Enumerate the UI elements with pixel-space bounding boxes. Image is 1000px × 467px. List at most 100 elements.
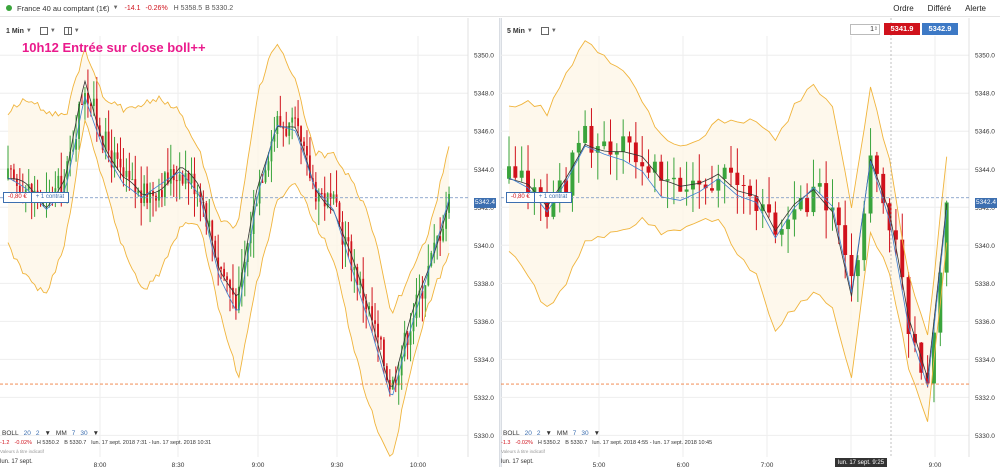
candle xyxy=(665,161,670,209)
candle xyxy=(684,161,689,206)
mm-slow-period: 30 xyxy=(80,430,88,437)
chart-info-row: -1.2 -0.02% H 5350.2 B 5330.7 lun. 17 se… xyxy=(0,440,211,446)
candle xyxy=(836,202,841,245)
date-label: lun. 17 sept. xyxy=(501,459,534,465)
y-tick-label: 5342.0 xyxy=(474,205,494,212)
x-tick-label: 9:00 xyxy=(252,462,265,467)
chevron-down-icon[interactable]: ▼ xyxy=(92,430,100,437)
candle xyxy=(371,287,373,333)
candle xyxy=(716,164,721,208)
candle xyxy=(122,148,125,187)
indicator-legend[interactable]: BOLL 20 2 ▼ MM 7 30 ▼ xyxy=(503,430,600,437)
candle xyxy=(158,178,160,208)
candle xyxy=(754,179,759,231)
candle xyxy=(602,121,607,150)
candle xyxy=(279,95,282,128)
quantity-stepper[interactable]: 1 ⇕ xyxy=(850,24,880,35)
chart-type-icon[interactable] xyxy=(540,27,549,35)
chevron-down-icon[interactable]: ▼ xyxy=(73,28,80,34)
crosshair-time-label: lun. 17 sept. 9:25 xyxy=(835,458,888,467)
chevron-down-icon[interactable]: ▼ xyxy=(112,5,119,11)
candle xyxy=(229,278,231,312)
candle xyxy=(513,146,518,180)
deferred-order-button[interactable]: Différé xyxy=(927,4,952,13)
bollinger-band-fill xyxy=(8,44,449,457)
chevron-down-icon[interactable]: ▼ xyxy=(593,430,601,437)
y-tick-label: 5340.0 xyxy=(975,243,995,250)
chart-panel-1min[interactable]: 5350.0 5348.0 5346.0 5344.0 5342.0 5340.0 5338… xyxy=(0,18,500,467)
chevron-down-icon[interactable]: ▼ xyxy=(550,28,557,34)
boll-label: BOLL xyxy=(2,430,19,437)
y-tick-label: 5350.0 xyxy=(474,53,494,60)
candle xyxy=(353,249,356,293)
chevron-down-icon[interactable]: ▼ xyxy=(25,28,32,34)
chart-toolbar: 5 Min ▼ ▼ xyxy=(507,27,557,35)
candle xyxy=(332,191,335,205)
indicator-legend[interactable]: BOLL 20 2 ▼ MM 7 30 ▼ xyxy=(2,430,99,437)
candle xyxy=(773,201,778,244)
chart-info-row: -1.3 -0.02% H 5350.2 B 5330.7 lun. 17 se… xyxy=(501,440,712,446)
candle xyxy=(652,154,657,193)
candle xyxy=(406,330,409,360)
candle xyxy=(741,174,746,214)
timeframe-selector[interactable]: 5 Min xyxy=(507,27,525,35)
candle xyxy=(906,272,911,358)
chevron-down-icon[interactable]: ▼ xyxy=(44,430,51,437)
sell-button[interactable]: 5341.9 xyxy=(884,23,920,35)
candlestick-chart-1min[interactable]: 5350.0 5348.0 5346.0 5344.0 5342.0 5340.0 5338… xyxy=(0,18,500,467)
candle xyxy=(748,179,752,215)
stepper-arrows-icon[interactable]: ⇕ xyxy=(873,26,878,32)
chart-panel-5min[interactable]: 5350.0 5348.0 5346.0 5344.0 5342.0 5340.0 5338… xyxy=(501,18,1000,467)
candle xyxy=(300,125,302,165)
candle xyxy=(703,178,708,205)
chart-high: H 5350.2 xyxy=(537,440,561,446)
candle xyxy=(798,185,803,211)
candle xyxy=(69,135,72,177)
y-tick-label: 5344.0 xyxy=(474,167,494,174)
candle xyxy=(27,169,30,192)
candle xyxy=(288,122,291,145)
candle xyxy=(391,376,394,390)
quantity-value[interactable]: 1 xyxy=(870,26,874,33)
buy-button[interactable]: 5342.9 xyxy=(922,23,958,35)
candle xyxy=(92,81,95,116)
mm-label: MM xyxy=(55,430,67,437)
candle xyxy=(131,162,134,181)
order-button[interactable]: Ordre xyxy=(893,4,914,13)
chevron-down-icon[interactable]: ▼ xyxy=(49,28,56,34)
candle xyxy=(424,285,427,317)
candle xyxy=(589,108,594,168)
candle xyxy=(583,110,588,147)
y-tick-label: 5330.0 xyxy=(474,433,494,440)
day-high: H 5358.5 xyxy=(173,4,203,12)
candle xyxy=(356,263,359,301)
candle xyxy=(314,172,317,210)
candle xyxy=(190,157,193,189)
position-label[interactable]: -0,80 € + 1 contrat xyxy=(506,192,573,203)
bollinger-upper-line xyxy=(508,40,948,336)
y-tick-label: 5330.0 xyxy=(975,433,995,440)
position-label[interactable]: -0,80 € + 1 contrat xyxy=(3,192,70,203)
candle xyxy=(81,93,83,105)
candle xyxy=(87,69,89,118)
candle xyxy=(368,302,371,317)
candle xyxy=(113,136,116,178)
candle xyxy=(107,110,110,163)
chevron-down-icon[interactable]: ▼ xyxy=(526,28,533,34)
chart-type-icon[interactable] xyxy=(39,27,48,35)
chevron-down-icon[interactable]: ▼ xyxy=(545,430,552,437)
candle xyxy=(193,157,196,217)
layout-icon[interactable] xyxy=(63,27,72,35)
panel-divider[interactable] xyxy=(499,18,502,467)
candle xyxy=(433,224,436,264)
candle xyxy=(116,143,119,170)
candle xyxy=(830,179,835,231)
candle xyxy=(862,200,867,271)
candlestick-chart-5min[interactable]: 5350.0 5348.0 5346.0 5344.0 5342.0 5340.0 5338… xyxy=(501,18,1000,467)
timeframe-selector[interactable]: 1 Min xyxy=(6,27,24,35)
alert-button[interactable]: Alerte xyxy=(965,4,986,13)
candle xyxy=(146,166,149,210)
disclaimer-note: Valeurs à titre indicatif xyxy=(501,449,545,454)
instrument-name[interactable]: France 40 au comptant (1€) xyxy=(17,3,110,13)
candle xyxy=(608,119,613,175)
